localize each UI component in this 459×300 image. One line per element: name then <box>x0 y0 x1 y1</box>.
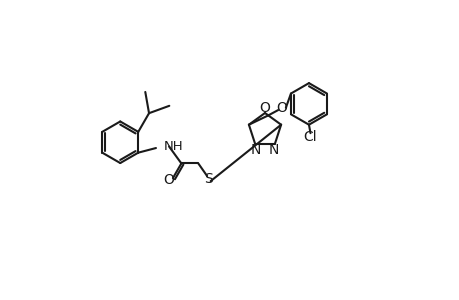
Text: S: S <box>204 172 213 186</box>
Text: N: N <box>250 143 260 157</box>
Text: O: O <box>259 100 270 115</box>
Text: Cl: Cl <box>303 130 317 144</box>
Text: O: O <box>276 101 287 115</box>
Text: O: O <box>162 173 174 188</box>
Text: N: N <box>269 143 279 157</box>
Text: NH: NH <box>163 140 183 153</box>
